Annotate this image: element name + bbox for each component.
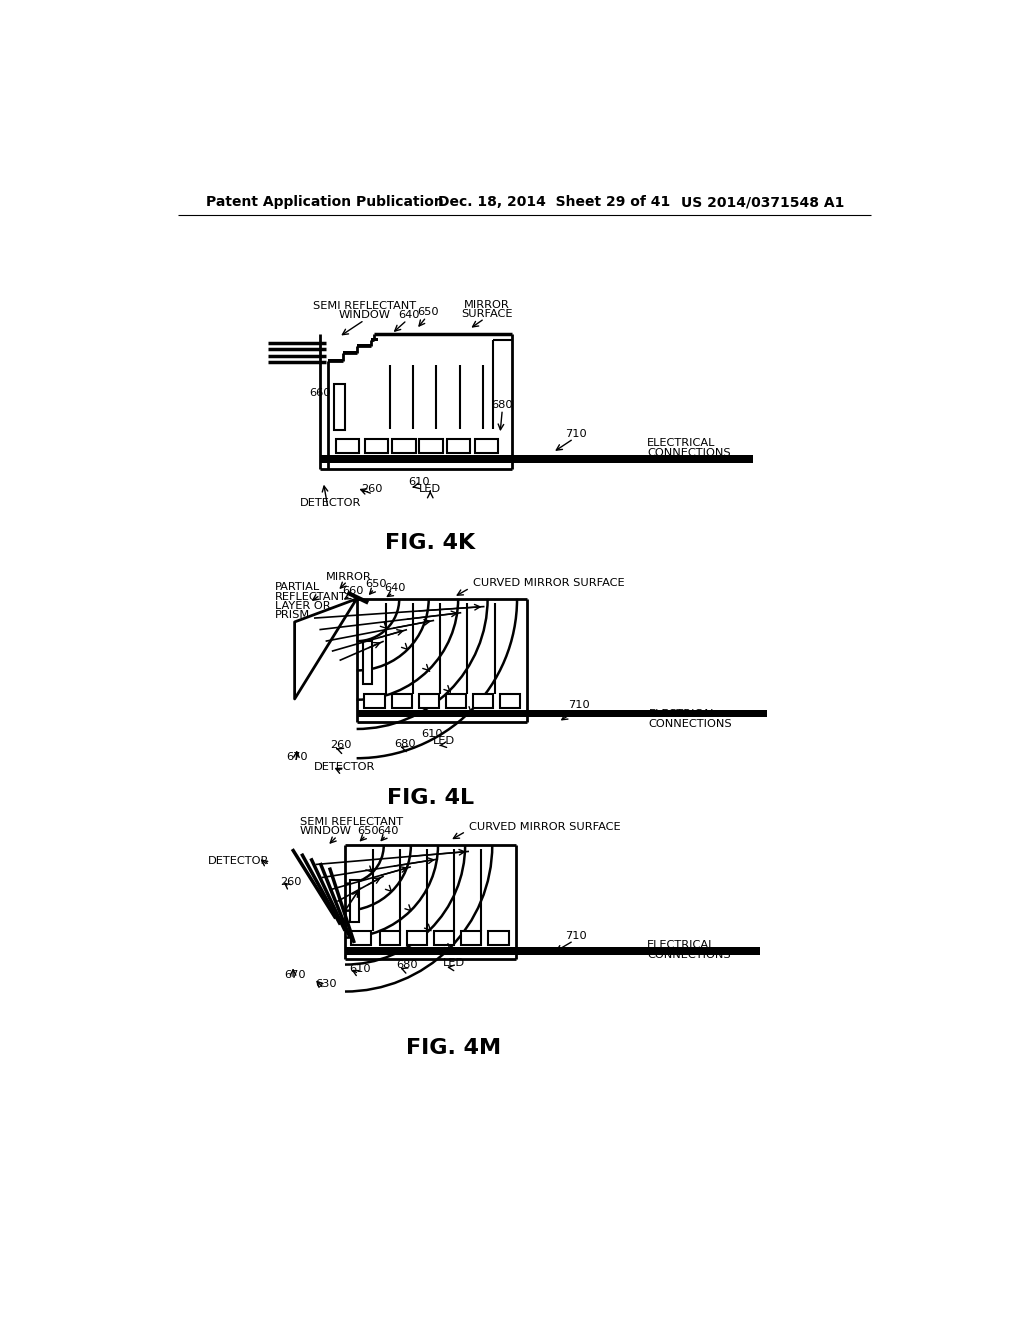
Text: PARTIAL: PARTIAL [275,582,321,593]
Text: LED: LED [442,958,465,968]
Text: CURVED MIRROR SURFACE: CURVED MIRROR SURFACE [469,822,621,832]
Bar [461,932,481,945]
Bar [365,694,385,708]
Bar [445,694,466,708]
Bar [349,880,359,923]
Bar [380,932,400,945]
Text: CONNECTIONS: CONNECTIONS [647,449,731,458]
Text: ELECTRICAL: ELECTRICAL [649,709,717,719]
Bar [475,440,499,453]
Bar [488,932,509,945]
Text: PRISM: PRISM [275,610,310,620]
Text: LED: LED [433,735,456,746]
Bar [420,440,442,453]
Bar [357,345,371,347]
Bar [500,694,520,708]
Text: 610: 610 [349,964,372,974]
Bar [392,440,416,453]
Text: CONNECTIONS: CONNECTIONS [649,719,732,730]
Text: 260: 260 [280,878,301,887]
Text: SURFACE: SURFACE [461,309,513,319]
Bar [362,642,372,684]
Text: FIG. 4L: FIG. 4L [387,788,474,808]
Text: 610: 610 [421,730,442,739]
Text: 660: 660 [309,388,331,399]
Text: REFLECTANT: REFLECTANT [275,591,347,602]
Bar [371,338,378,341]
Text: CURVED MIRROR SURFACE: CURVED MIRROR SURFACE [473,578,625,589]
Bar [343,351,357,354]
Text: ELECTRICAL: ELECTRICAL [647,438,716,449]
Bar [419,694,438,708]
Text: 640: 640 [384,583,406,593]
Text: CONNECTIONS: CONNECTIONS [647,950,731,961]
Text: MIRROR: MIRROR [326,572,372,582]
Text: 670: 670 [286,752,308,763]
Bar [345,946,760,954]
Text: WINDOW: WINDOW [300,826,352,837]
Text: ELECTRICAL: ELECTRICAL [647,940,716,950]
Text: 630: 630 [314,979,337,989]
Text: 710: 710 [568,700,590,710]
Text: FIG. 4M: FIG. 4M [406,1038,501,1057]
Text: 670: 670 [284,970,305,979]
Text: 660: 660 [342,586,364,597]
Text: Patent Application Publication: Patent Application Publication [206,195,443,210]
Text: 710: 710 [565,429,587,440]
Text: 680: 680 [394,739,417,748]
Bar [356,710,767,718]
Bar [321,455,512,462]
Text: 650: 650 [417,308,438,317]
Text: 610: 610 [408,477,429,487]
Text: LED: LED [419,484,441,495]
Bar [434,932,455,945]
Text: SEMI REFLECTANT: SEMI REFLECTANT [312,301,416,312]
Bar [446,440,470,453]
Text: 640: 640 [398,310,420,321]
Text: MIRROR: MIRROR [464,300,510,310]
Bar [473,694,493,708]
Text: 710: 710 [565,931,587,941]
Text: Dec. 18, 2014  Sheet 29 of 41: Dec. 18, 2014 Sheet 29 of 41 [438,195,671,210]
Text: FIG. 4K: FIG. 4K [385,533,475,553]
Text: 640: 640 [377,825,398,836]
Text: 680: 680 [396,961,418,970]
Text: 650: 650 [357,825,379,836]
Text: 260: 260 [331,741,352,750]
Text: DETECTOR: DETECTOR [208,855,269,866]
Text: 260: 260 [361,484,383,495]
Text: 650: 650 [366,579,387,589]
Bar [366,440,388,453]
Text: WINDOW: WINDOW [338,310,390,321]
Text: SEMI REFLECTANT: SEMI REFLECTANT [300,817,403,828]
Bar [351,932,372,945]
Bar [321,455,753,462]
Text: US 2014/0371548 A1: US 2014/0371548 A1 [681,195,844,210]
Bar [336,440,359,453]
Bar [391,694,412,708]
Text: DETECTOR: DETECTOR [300,499,361,508]
Text: LAYER OR: LAYER OR [275,601,331,611]
Text: DETECTOR: DETECTOR [313,762,375,772]
Text: 680: 680 [492,400,513,409]
Bar [328,359,343,362]
Bar [334,384,345,430]
Bar [407,932,427,945]
